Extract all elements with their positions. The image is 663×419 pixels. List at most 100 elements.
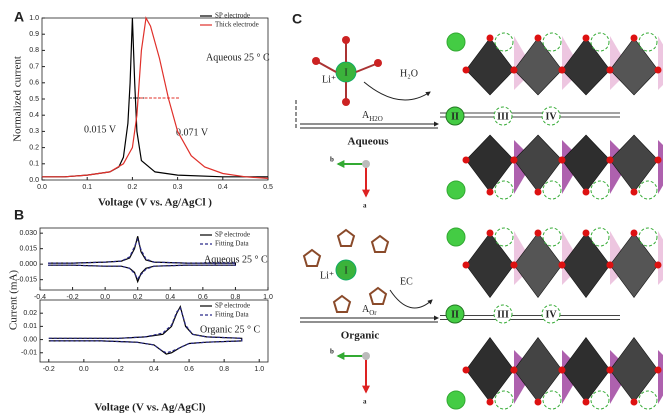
x-tick-label: 0.0 <box>79 366 89 373</box>
oxygen <box>463 67 470 74</box>
x-axis-label: Voltage (V vs. Ag/AgCl ) <box>98 197 212 209</box>
octahedron <box>610 38 658 95</box>
y-tick-label: 0.1 <box>29 161 39 168</box>
oxygen <box>655 367 662 374</box>
x-tick-label: 0.0 <box>37 184 47 191</box>
y-tick-label: -0.015 <box>17 277 37 284</box>
vacant-site <box>591 391 609 409</box>
octahedron <box>562 338 610 403</box>
vacant-site <box>591 33 609 51</box>
oxygen <box>511 262 518 269</box>
oxygen <box>559 67 566 74</box>
x-tick-label: 0.3 <box>173 184 183 191</box>
vacant-site <box>591 181 609 199</box>
tetrahedron <box>658 140 663 194</box>
barrier-sub: H2O <box>369 115 383 123</box>
barrier-label: AH2O <box>362 110 383 122</box>
octahedron <box>466 38 514 95</box>
medium-label: Organic <box>341 330 380 342</box>
oxygen <box>511 67 518 74</box>
y-tick-label: -0.01 <box>21 350 37 357</box>
annotation: 0.015 V <box>84 124 117 135</box>
panel-label: A <box>14 9 24 25</box>
li-site <box>447 33 465 51</box>
oxygen <box>511 157 518 164</box>
legend-label: SP electrode <box>215 231 250 239</box>
oxygen <box>487 230 494 237</box>
oxygen <box>374 59 382 67</box>
axis-b-label: b <box>330 348 334 356</box>
site-label: III <box>497 111 509 122</box>
legend-label: SP electrode <box>215 302 250 310</box>
crystal-structure <box>440 33 663 409</box>
oxygen <box>487 35 494 42</box>
vacant-site <box>639 391 657 409</box>
oxygen <box>631 35 638 42</box>
oxygen <box>559 367 566 374</box>
oxygen <box>312 57 320 65</box>
y-tick-label: 0.8 <box>29 47 39 54</box>
octahedron <box>514 38 562 95</box>
vacant-site <box>543 228 561 246</box>
oxygen <box>583 230 590 237</box>
vacant-site <box>495 181 513 199</box>
octahedron <box>466 233 514 298</box>
ion-label: Li⁺ <box>320 270 334 281</box>
oxygen <box>559 157 566 164</box>
figure: C I Li⁺ H₂O AH2O Aqueous b a I Li⁺ <box>0 0 663 419</box>
octahedron <box>610 338 658 403</box>
octahedron <box>562 233 610 298</box>
axis-a-label: a <box>363 202 367 210</box>
y-axis-label: Current (mA) <box>8 270 20 331</box>
ec-ring <box>338 230 354 246</box>
y-axis-label: Normalized current <box>12 56 24 142</box>
oxygen <box>342 36 350 44</box>
oxygen <box>583 399 590 406</box>
aqueous-scheme: I Li⁺ H₂O AH2O Aqueous b a <box>296 36 438 210</box>
annotation: Organic 25 ° C <box>200 324 261 335</box>
li-site <box>447 181 465 199</box>
site-label: I <box>344 67 347 78</box>
oxygen <box>631 230 638 237</box>
oxygen <box>607 157 614 164</box>
y-tick-label: 1.0 <box>29 15 39 22</box>
x-tick-label: 0.4 <box>149 366 159 373</box>
ion-label: Li⁺ <box>322 74 336 85</box>
oxygen <box>631 399 638 406</box>
x-tick-label: 1.0 <box>254 366 264 373</box>
site-label: IV <box>545 111 557 122</box>
annotation: Aqueous 25 ° C <box>206 52 270 63</box>
legend-label: Fitting Data <box>215 240 250 248</box>
legend-label: Fitting Data <box>215 311 250 319</box>
ec-ring <box>370 288 386 304</box>
oxygen <box>583 189 590 196</box>
molecule-label: EC <box>400 276 413 287</box>
vacant-site <box>495 33 513 51</box>
y-tick-label: 0.3 <box>29 128 39 135</box>
y-tick-label: 0.2 <box>29 144 39 151</box>
vacant-site <box>591 228 609 246</box>
vacant-site <box>495 391 513 409</box>
panel-label: C <box>292 11 302 27</box>
site-label: II <box>451 111 459 122</box>
oxygen <box>559 262 566 269</box>
origin <box>362 160 370 168</box>
legend-label: Thick electrode <box>215 21 259 29</box>
oxygen <box>607 262 614 269</box>
oxygen <box>655 67 662 74</box>
medium-label: Aqueous <box>348 136 390 148</box>
octahedron <box>514 135 562 192</box>
oxygen <box>463 367 470 374</box>
oxygen <box>655 157 662 164</box>
panel-label: B <box>14 207 24 223</box>
vacant-site <box>639 181 657 199</box>
y-tick-label: 0.015 <box>19 246 37 253</box>
y-tick-label: 0.4 <box>29 112 39 119</box>
x-tick-label: 0.1 <box>82 184 92 191</box>
x-tick-label: 0.4 <box>218 184 228 191</box>
octahedron <box>466 338 514 403</box>
x-axis-label: Voltage (V vs. Ag/AgCl) <box>94 402 206 414</box>
arrow <box>390 290 432 308</box>
oxygen <box>535 399 542 406</box>
site-label: IV <box>545 309 557 320</box>
